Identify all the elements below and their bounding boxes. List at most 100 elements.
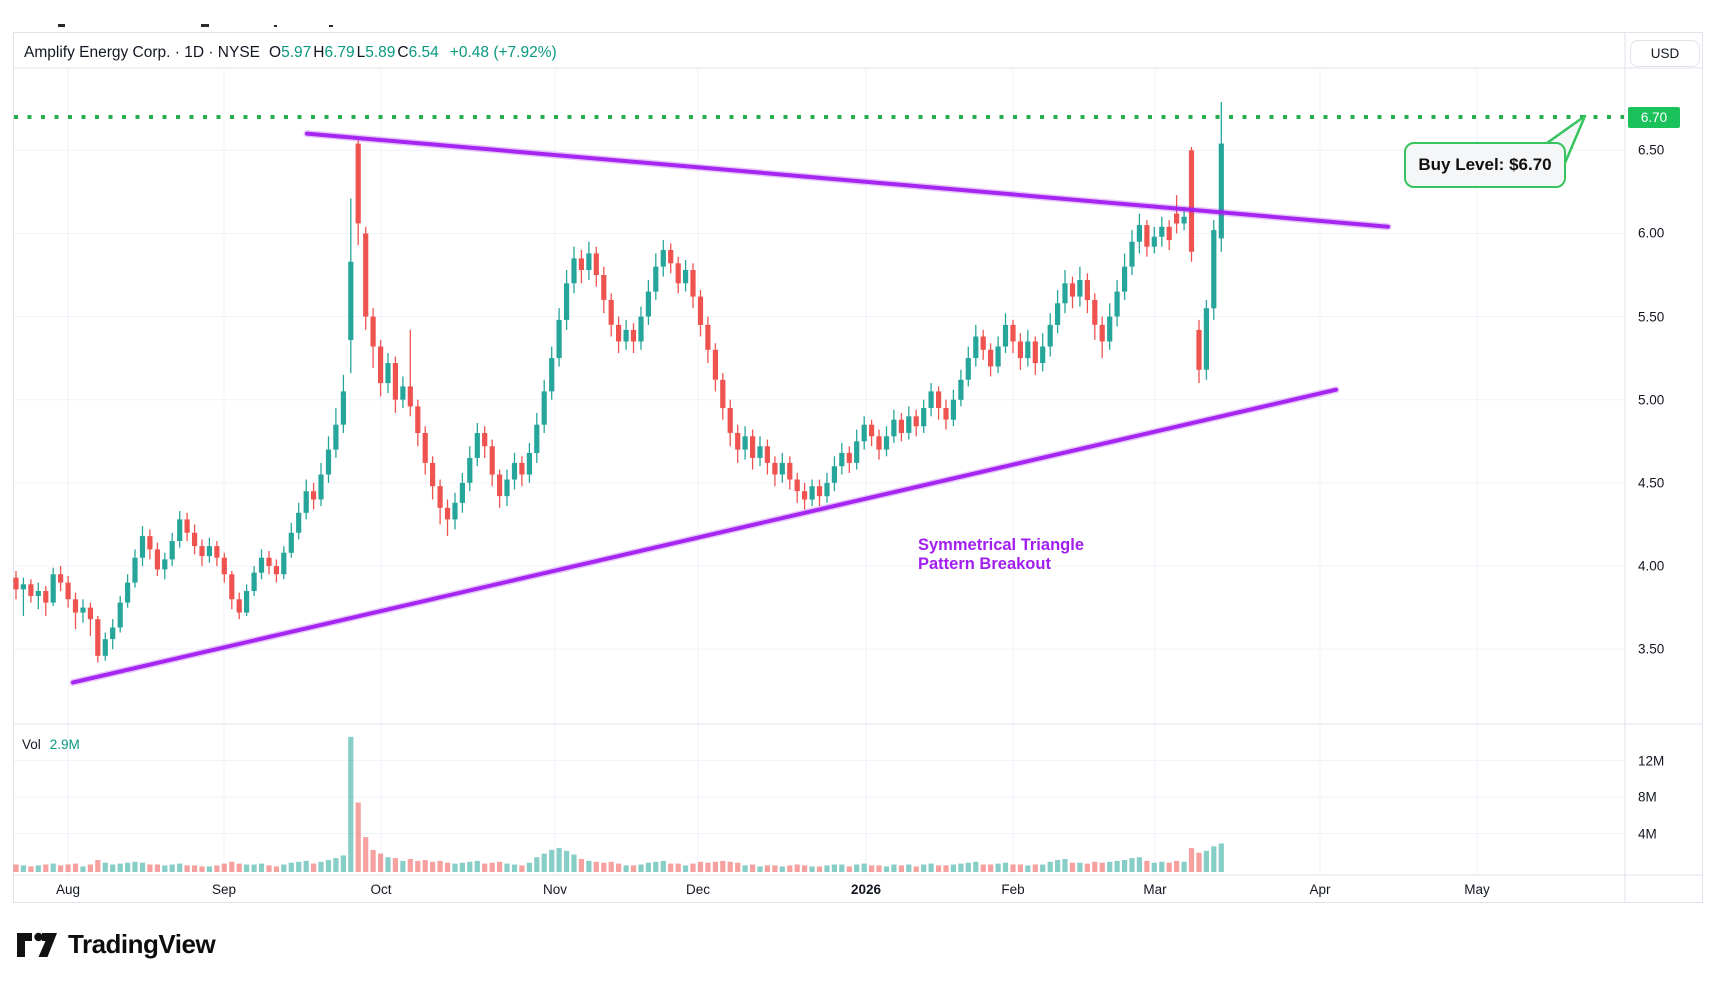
candle-body [1129, 241, 1135, 267]
candle-body [95, 619, 101, 656]
candle-body [236, 599, 242, 613]
candle-body [727, 408, 733, 433]
volume-bar [616, 863, 622, 872]
volume-bar [363, 837, 369, 872]
volume-bar [80, 866, 86, 872]
ohlc-h: H6.79 [313, 44, 355, 61]
candle-body [1166, 226, 1172, 241]
volume-bar [303, 860, 309, 872]
candle-body [601, 275, 607, 300]
candle-body [690, 270, 696, 297]
volume-bar [869, 865, 875, 872]
trendline-lower[interactable] [71, 387, 1338, 685]
symbol-legend[interactable]: Amplify Energy Corp. · 1D · NYSE O5.97 H6… [24, 42, 557, 64]
candle-body [117, 602, 123, 628]
volume-bar [497, 861, 503, 872]
currency-unit-button[interactable]: USD [1630, 40, 1700, 67]
volume-bar [117, 863, 123, 872]
volume-bar [13, 864, 19, 872]
volume-bar [72, 863, 79, 872]
candle-body [638, 316, 644, 342]
candlestick-series[interactable] [13, 102, 1224, 663]
volume-bar [266, 865, 272, 872]
candle-body [125, 582, 131, 603]
candle-body [1218, 143, 1224, 239]
volume-bar [378, 853, 384, 872]
candle-body [392, 363, 398, 400]
volume-bar [1114, 860, 1120, 872]
candle-body [988, 349, 994, 367]
volume-bar [958, 863, 964, 872]
volume-series[interactable] [13, 736, 1224, 872]
candle-body [244, 591, 250, 613]
volume-bar [1047, 861, 1053, 872]
volume-bar [965, 862, 971, 872]
volume-bar [50, 863, 56, 872]
buy-level-callout[interactable]: Buy Level: $6.70 [1404, 142, 1566, 188]
symbol-title[interactable]: Amplify Energy Corp. · 1D · NYSE [24, 44, 261, 61]
candle-body [511, 462, 518, 480]
candle-body [712, 349, 718, 380]
candle-body [311, 491, 317, 500]
volume-bar [675, 863, 681, 872]
candle-body [1025, 341, 1031, 359]
candle-body [519, 462, 525, 475]
volume-bar [1025, 865, 1031, 872]
candle-body [1077, 280, 1083, 297]
candle-body [1099, 324, 1105, 342]
candle-body [258, 557, 265, 573]
time-axis-label: Apr [1309, 882, 1331, 897]
volume-bar [549, 849, 555, 872]
volume-bar [20, 865, 26, 872]
time-axis-label: Aug [55, 882, 81, 897]
volume-bar [467, 861, 473, 872]
trendline-upper[interactable] [305, 131, 1390, 229]
candle-body [20, 584, 26, 590]
candle-body [898, 419, 904, 433]
volume-bar [809, 866, 815, 872]
candle-body [415, 406, 421, 433]
volume-bar [883, 866, 890, 872]
candle-body [43, 591, 49, 603]
volume-bar [437, 860, 443, 872]
volume-bar [1203, 850, 1209, 872]
pattern-annotation[interactable]: Symmetrical Triangle Pattern Breakout [918, 536, 1084, 574]
volume-bar [936, 865, 942, 872]
volume-bar [1084, 863, 1090, 872]
candle-body [1159, 226, 1165, 237]
candle-body [578, 258, 584, 270]
volume-bar [1017, 864, 1023, 872]
candle-body [1047, 324, 1053, 347]
volume-bar [660, 860, 666, 872]
volume-bar [407, 859, 413, 872]
candle-body [757, 446, 763, 458]
candle-body [199, 546, 205, 557]
volume-bar [645, 862, 651, 872]
candle-body [928, 391, 934, 408]
candle-body [325, 449, 332, 475]
volume-bar [139, 862, 146, 872]
candle-body [504, 479, 510, 497]
volume-bar [87, 864, 93, 872]
candle-body [980, 336, 986, 350]
candle-body [965, 358, 971, 380]
candle-body [787, 462, 793, 480]
volume-bar [340, 855, 346, 872]
volume-axis-label: 4M [1638, 826, 1657, 841]
candle-body [1211, 230, 1217, 309]
candle-body [1002, 324, 1009, 347]
volume-bar [132, 861, 138, 872]
volume-legend[interactable]: Vol 2.9M [22, 737, 80, 752]
tradingview-footer[interactable]: TradingView [15, 929, 216, 960]
volume-bar [995, 863, 1001, 872]
volume-bar [236, 863, 242, 872]
volume-bar [58, 865, 64, 872]
volume-bar [474, 860, 480, 872]
candle-body [162, 559, 168, 570]
volume-bar [779, 866, 785, 872]
volume-bar [630, 865, 637, 872]
candle-body [72, 599, 79, 613]
pane-separators [13, 32, 1703, 903]
volume-bar [110, 864, 116, 872]
